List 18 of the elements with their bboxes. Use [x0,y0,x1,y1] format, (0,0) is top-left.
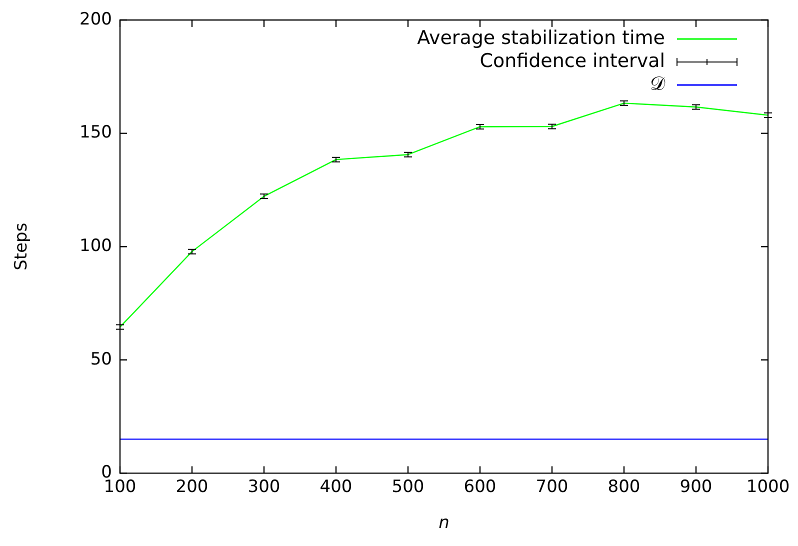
x-tick-label: 1000 [746,476,790,497]
x-tick-label: 500 [392,476,424,497]
x-tick-label: 200 [176,476,208,497]
x-tick-label: 300 [248,476,280,497]
x-tick-label: 400 [320,476,352,497]
x-tick-label: 800 [608,476,640,497]
y-tick-label: 200 [80,9,112,30]
x-tick-label: 700 [536,476,568,497]
annotation: Confidence interval [480,50,665,73]
legend-label: 𝒟 [650,73,665,96]
y-tick-label: 150 [80,122,112,143]
y-tick-label: 100 [80,236,112,256]
y-tick-label: 50 [90,349,112,370]
x-tick-label: 900 [680,476,712,497]
y-axis-title: Steps [12,222,32,270]
x-tick-label: 600 [464,476,496,497]
legend-label: Average stabilization time [417,27,665,50]
x-axis-title: n [438,513,450,534]
